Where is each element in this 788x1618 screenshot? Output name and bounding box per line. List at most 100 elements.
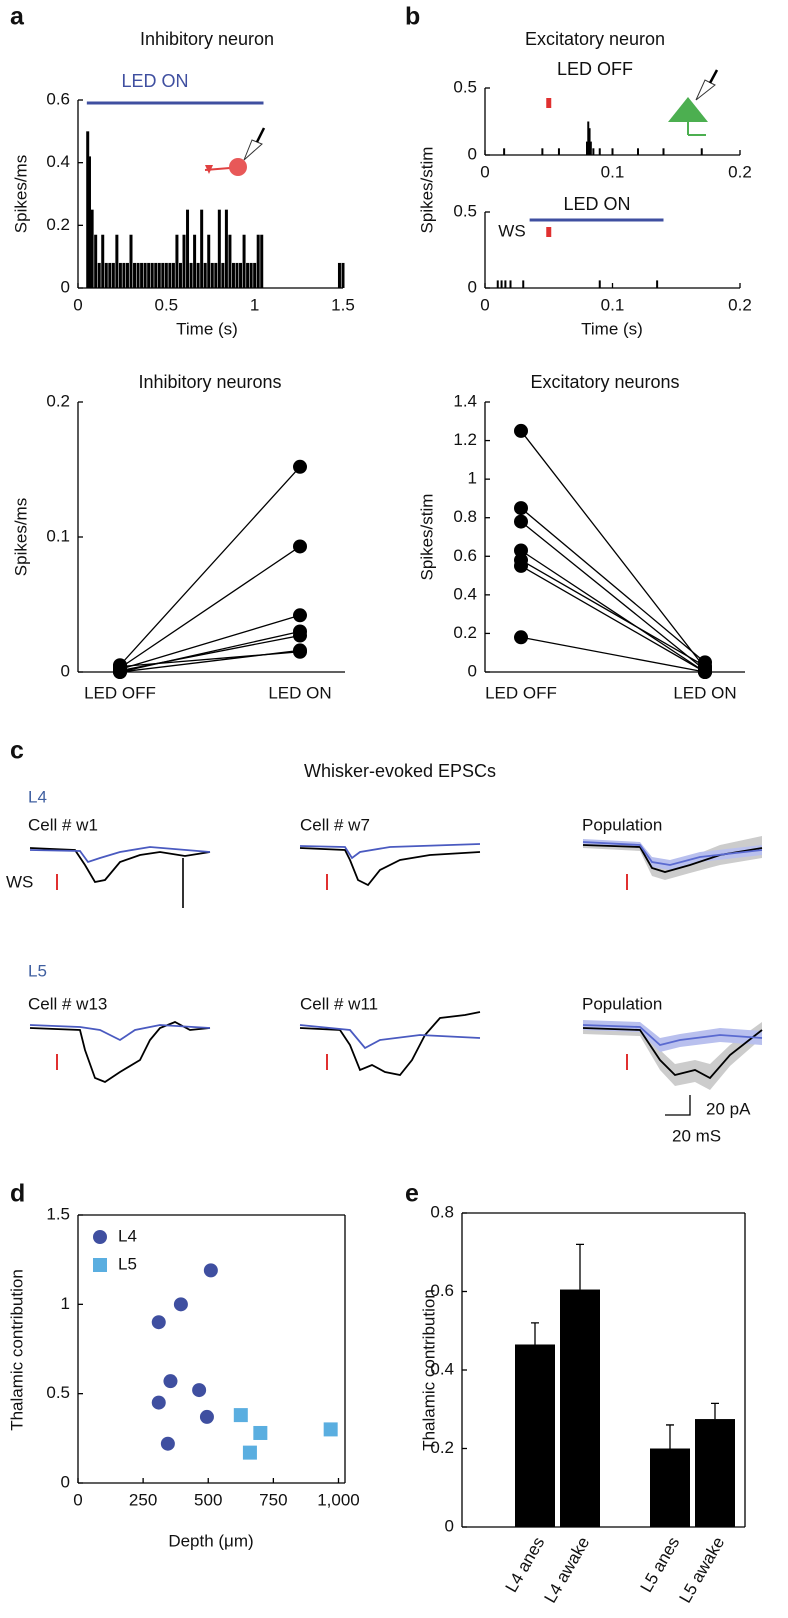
pair-line <box>520 565 706 673</box>
x-tick-label: 0.5 <box>155 295 179 314</box>
led-label: LED ON <box>563 194 630 214</box>
spike-bar <box>133 262 137 288</box>
bar <box>695 1419 735 1527</box>
cell-label: Population <box>582 994 662 1013</box>
y-tick-label: 0 <box>61 277 70 296</box>
spike-bar <box>101 234 105 288</box>
x-tick-label: LED ON <box>268 683 331 702</box>
x-tick-label: 0.1 <box>601 295 625 314</box>
y-tick-label: 0.2 <box>46 391 70 410</box>
legend-swatch <box>93 1258 107 1272</box>
pair-line <box>520 549 706 673</box>
x-axis-label: Time (s) <box>176 319 238 338</box>
point <box>293 608 307 623</box>
x-tick-label: 0 <box>73 295 82 314</box>
x-tick-label: 750 <box>259 1490 287 1509</box>
spike-bar <box>122 262 126 288</box>
point <box>113 659 127 674</box>
excitatory-neuron-icon <box>668 69 719 136</box>
spike-bar <box>611 148 614 155</box>
pair-line <box>119 651 301 668</box>
y-axis-label: Spikes/ms <box>11 498 30 576</box>
y-tick-label: 0 <box>61 661 70 680</box>
spike-bar <box>196 262 200 288</box>
cell-label: Cell # w1 <box>28 815 98 834</box>
spike-bar <box>260 234 264 288</box>
point <box>160 1436 175 1451</box>
pair-line <box>520 430 706 669</box>
legend-swatch <box>93 1230 107 1244</box>
legend-label: L5 <box>118 1254 137 1273</box>
spike-bar <box>118 262 122 288</box>
spike-bar <box>541 148 544 155</box>
y-tick-label: 1 <box>468 469 477 488</box>
point <box>323 1422 338 1437</box>
y-tick-label: 0 <box>61 1472 70 1491</box>
point <box>199 1409 214 1424</box>
bar <box>650 1448 690 1527</box>
y-tick-label: 0 <box>468 144 477 163</box>
y-tick-label: 0.8 <box>453 507 477 526</box>
spike-bar <box>242 234 246 288</box>
x-axis-label: Depth (μm) <box>168 1531 253 1550</box>
cell-label: Cell # w7 <box>300 815 370 834</box>
spike-bar <box>129 234 133 288</box>
spike-bar <box>589 141 592 155</box>
spike-bar <box>186 209 190 288</box>
pair-line <box>520 559 706 667</box>
x-tick-label: LED ON <box>673 683 736 702</box>
panel-label: b <box>405 3 420 31</box>
point <box>514 630 528 645</box>
panel-label: c <box>10 737 24 765</box>
spike-bar <box>161 262 165 288</box>
point <box>293 644 307 659</box>
pair-line <box>520 636 706 673</box>
spike-bar <box>217 209 221 288</box>
spike-bar <box>246 262 250 288</box>
chart-title: Whisker-evoked EPSCs <box>304 761 496 781</box>
spike-bar <box>509 280 512 288</box>
point <box>151 1315 166 1330</box>
chart-title: Inhibitory neuron <box>140 29 274 49</box>
stim-marker <box>546 98 552 108</box>
x-tick-label: L4 awake <box>541 1534 594 1607</box>
y-axis-label: Spikes/stim <box>417 494 436 581</box>
spike-bar <box>168 262 172 288</box>
x-tick-label: 500 <box>194 1490 222 1509</box>
y-axis-label: Thalamic contribution <box>419 1289 438 1451</box>
chart-title: Excitatory neurons <box>530 372 679 392</box>
spike-bar <box>662 148 665 155</box>
traces <box>29 836 763 1116</box>
y-tick-label: 0.2 <box>453 623 477 642</box>
y-tick-label: 0.6 <box>453 546 477 565</box>
x-tick-label: 1.5 <box>331 295 355 314</box>
point <box>514 514 528 529</box>
error-bar <box>711 1402 719 1420</box>
y-tick-label: 0.4 <box>453 584 477 603</box>
spike-bar <box>235 262 239 288</box>
spike-bar <box>108 262 112 288</box>
point <box>514 501 528 516</box>
y-tick-label: 0.4 <box>430 1359 454 1378</box>
pair-line <box>119 614 301 670</box>
spike-bar <box>150 262 154 288</box>
y-axis-label: Thalamic contribution <box>7 1269 26 1431</box>
chart-title: Excitatory neuron <box>525 29 665 49</box>
y-tick-label: 1.2 <box>453 430 477 449</box>
chart-subtitle: LED OFF <box>557 59 633 79</box>
chart-title: Inhibitory neurons <box>138 372 281 392</box>
point <box>192 1383 207 1398</box>
spike-bar <box>504 280 507 288</box>
point <box>293 459 307 474</box>
spike-bar <box>147 262 151 288</box>
y-tick-label: 0 <box>468 661 477 680</box>
spike-bar <box>178 262 182 288</box>
spike-bar <box>587 121 590 155</box>
bar <box>515 1344 555 1527</box>
spike-bar <box>143 262 147 288</box>
point <box>514 543 528 558</box>
error-bar <box>666 1424 674 1449</box>
spike-bar <box>598 148 601 155</box>
spike-bar <box>224 209 228 288</box>
